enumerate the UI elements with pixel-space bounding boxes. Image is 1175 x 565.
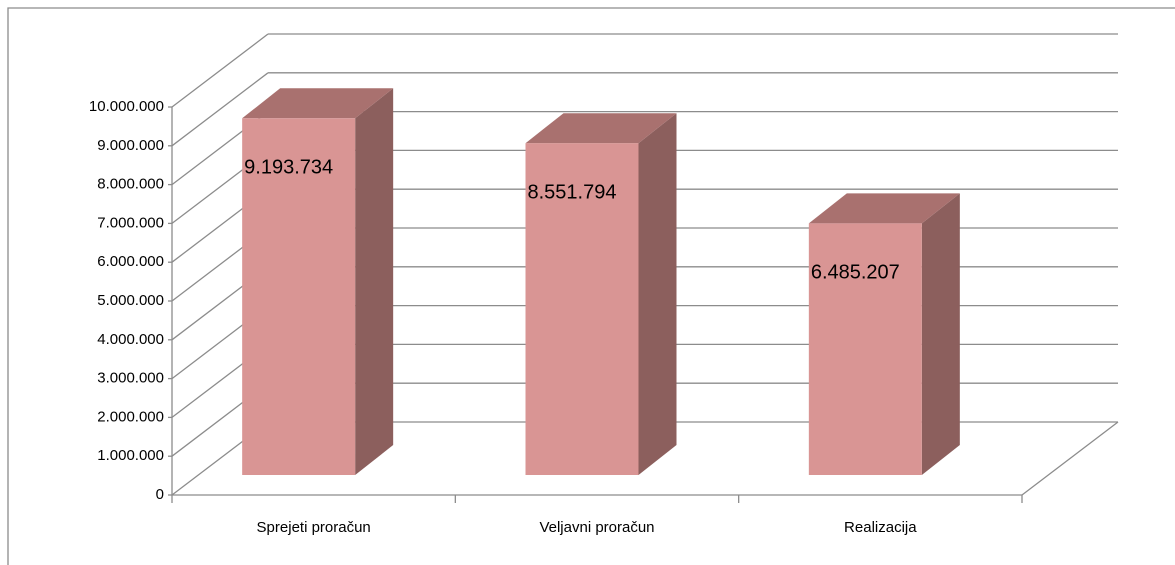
y-tick-label: 3.000.000 <box>97 370 164 387</box>
y-tick-label: 1.000.000 <box>97 447 164 464</box>
y-tick-label: 5.000.000 <box>97 292 164 309</box>
bar-side <box>355 88 394 476</box>
floor-edge <box>1021 421 1119 496</box>
x-tick-label: Realizacija <box>844 519 917 536</box>
x-tick-label: Sprejeti proračun <box>257 519 371 536</box>
y-tick-label: 6.000.000 <box>97 253 164 270</box>
bar-top <box>242 88 394 119</box>
value-label: 9.193.734 <box>244 157 333 179</box>
y-tick-label: 8.000.000 <box>97 176 164 193</box>
grid-line <box>171 33 269 108</box>
value-label: 6.485.207 <box>811 262 900 284</box>
y-tick-label: 9.000.000 <box>97 137 164 154</box>
bar-side <box>638 113 677 475</box>
grid-line <box>171 72 269 147</box>
bar <box>808 223 922 475</box>
y-tick-label: 10.000.000 <box>89 98 164 115</box>
y-tick-label: 4.000.000 <box>97 331 164 348</box>
bar-side <box>921 193 960 475</box>
y-tick-label: 0 <box>156 486 164 503</box>
chart-border <box>7 7 1175 565</box>
bar <box>242 118 356 476</box>
bar-top <box>525 113 677 144</box>
y-tick-label: 2.000.000 <box>97 408 164 425</box>
bar-top <box>808 193 960 224</box>
bar <box>525 143 639 475</box>
y-tick-label: 7.000.000 <box>97 214 164 231</box>
value-label: 8.551.794 <box>528 181 617 203</box>
x-tick-label: Veljavni proračun <box>539 519 654 536</box>
